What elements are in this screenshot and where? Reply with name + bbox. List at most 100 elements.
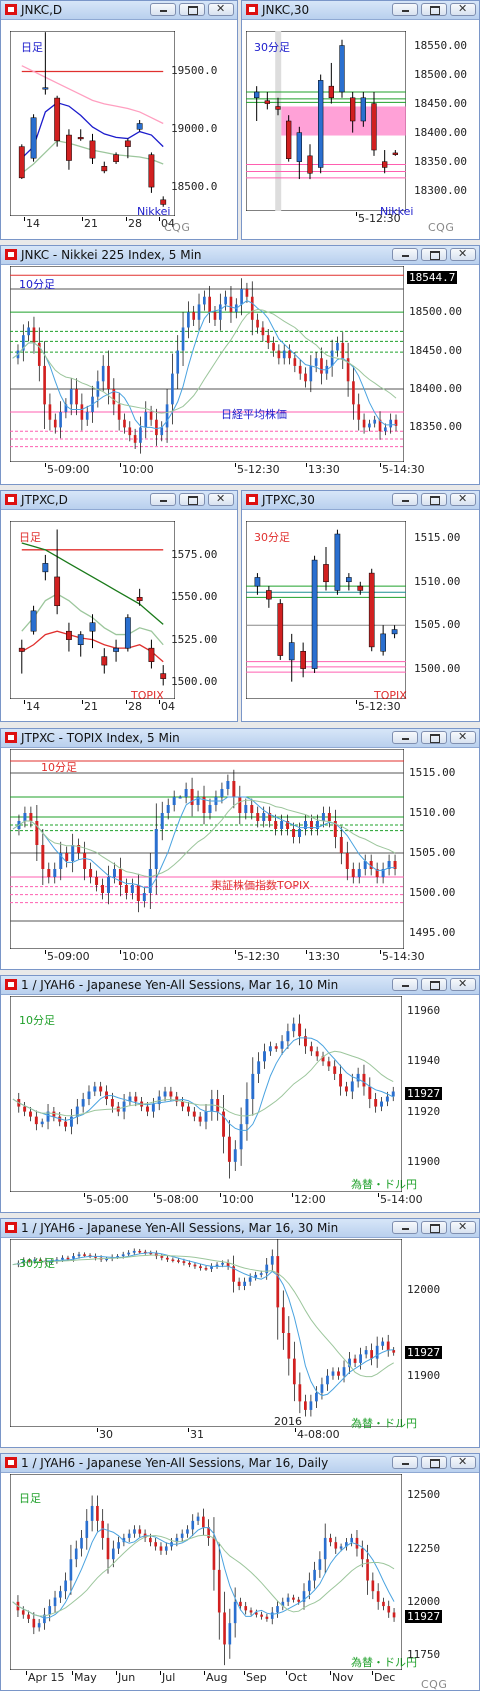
candle-body xyxy=(53,1597,57,1607)
x-tick-label: 04 xyxy=(161,700,175,713)
x-tick-label: 30 xyxy=(99,1428,113,1441)
candle-body xyxy=(128,1096,132,1102)
title-bar[interactable]: JTPXC,30 xyxy=(242,491,479,510)
candle-body xyxy=(46,1111,50,1122)
chart-window-jnkc-d[interactable]: JNKC,D 日足 Nikkei 19500.0 19000.0 18500.0 14 21 2… xyxy=(0,0,238,240)
y-tick-label: 18400.00 xyxy=(409,381,462,395)
chart-window-jyah6-d[interactable]: 1 / JYAH6 - Japanese Yen-All Sessions, M… xyxy=(0,1453,480,1691)
minimize-button[interactable] xyxy=(392,1221,418,1234)
close-button[interactable] xyxy=(450,492,476,506)
chart-window-jnkc-5[interactable]: JNKC - Nikkei 225 Index, 5 Min 10分足日経平均株価… xyxy=(0,245,480,485)
maximize-button[interactable] xyxy=(421,1221,447,1234)
close-button[interactable] xyxy=(208,492,234,506)
candle-body xyxy=(202,1516,205,1528)
candle-body xyxy=(378,419,382,432)
close-button[interactable] xyxy=(450,977,476,991)
candle-body xyxy=(89,869,93,877)
candle-body xyxy=(362,419,366,428)
plot-area[interactable] xyxy=(246,31,406,211)
chart-window-jtpxc-5[interactable]: JTPXC - TOPIX Index, 5 Min 10分足東証株価指数TOPI… xyxy=(0,728,480,970)
maximize-button[interactable] xyxy=(421,493,447,506)
close-button[interactable] xyxy=(208,2,234,16)
title-bar[interactable]: 1 / JYAH6 - Japanese Yen-All Sessions, M… xyxy=(1,976,479,995)
plot-area[interactable] xyxy=(10,266,404,462)
minimize-button[interactable] xyxy=(150,3,176,16)
instrument-name: 為替・ドル円 xyxy=(351,1656,417,1669)
maximize-button[interactable] xyxy=(421,1456,447,1469)
minimize-button[interactable] xyxy=(392,493,418,506)
candle-body xyxy=(199,1266,202,1269)
maximize-button[interactable] xyxy=(421,3,447,16)
title-bar[interactable]: 1 / JYAH6 - Japanese Yen-All Sessions, M… xyxy=(1,1219,479,1238)
x-tick xyxy=(372,1671,373,1675)
minimize-button[interactable] xyxy=(392,978,418,991)
x-tick xyxy=(154,1193,155,1197)
chart-window-jnkc-30[interactable]: JNKC,30 30分足 Nikkei 18550.00 18500.00 18450.0… xyxy=(241,0,480,240)
candle-body xyxy=(101,166,108,172)
candle-body xyxy=(27,327,30,336)
candle-body xyxy=(21,1610,25,1615)
plot-area[interactable] xyxy=(10,996,402,1192)
title-bar[interactable]: JTPXC - TOPIX Index, 5 Min xyxy=(1,729,479,748)
title-bar[interactable]: JTPXC,D xyxy=(1,491,237,510)
x-tick xyxy=(45,463,46,467)
close-button[interactable] xyxy=(450,730,476,744)
candle-body xyxy=(386,1341,390,1351)
session-shade xyxy=(275,31,282,211)
candle-body xyxy=(80,1537,83,1549)
close-button[interactable] xyxy=(450,247,476,261)
candle-body xyxy=(249,1610,253,1613)
minimize-button[interactable] xyxy=(392,731,418,744)
candle-body xyxy=(245,289,249,297)
x-tick-label: 31 xyxy=(190,1428,204,1441)
candle-body xyxy=(127,1533,131,1538)
chart-window-jyah6-30[interactable]: 1 / JYAH6 - Japanese Yen-All Sessions, M… xyxy=(0,1218,480,1448)
maximize-button[interactable] xyxy=(179,493,205,506)
plot-area[interactable] xyxy=(10,31,175,216)
title-bar[interactable]: JNKC,D xyxy=(1,1,237,20)
minimize-button[interactable] xyxy=(392,3,418,16)
title-bar[interactable]: JNKC - Nikkei 225 Index, 5 Min xyxy=(1,246,479,265)
minimize-button[interactable] xyxy=(392,248,418,261)
x-tick xyxy=(356,700,357,704)
window-title: JNKC,D xyxy=(21,3,63,17)
x-tick xyxy=(45,950,46,954)
x-tick-label: 13:30 xyxy=(308,950,340,963)
close-button[interactable] xyxy=(450,1220,476,1234)
candle-body xyxy=(263,1051,266,1062)
candle-body xyxy=(277,350,281,359)
candle-body xyxy=(314,358,318,366)
minimize-button[interactable] xyxy=(150,493,176,506)
timeframe-label: 日足 xyxy=(21,41,43,54)
title-bar[interactable]: JNKC,30 xyxy=(242,1,479,20)
chart-window-jyah6-10[interactable]: 1 / JYAH6 - Japanese Yen-All Sessions, M… xyxy=(0,975,480,1213)
candle-body xyxy=(96,1505,99,1521)
close-button[interactable] xyxy=(450,1455,476,1469)
plot-area[interactable] xyxy=(10,521,175,699)
candle-body xyxy=(144,412,148,428)
chart-svg xyxy=(10,1474,402,1670)
maximize-button[interactable] xyxy=(421,248,447,261)
instrument-name: Nikkei xyxy=(137,205,171,218)
candle-body xyxy=(350,97,356,122)
plot-area[interactable] xyxy=(10,1239,402,1427)
candle-body xyxy=(329,1537,332,1543)
minimize-button[interactable] xyxy=(392,1456,418,1469)
candle-body xyxy=(30,117,37,159)
x-tick xyxy=(126,217,127,221)
plot-area[interactable] xyxy=(10,749,404,949)
plot-area[interactable] xyxy=(10,1474,402,1670)
candle-body xyxy=(328,85,334,99)
maximize-button[interactable] xyxy=(421,978,447,991)
candle-body xyxy=(101,1520,105,1538)
maximize-button[interactable] xyxy=(179,3,205,16)
chart-window-jtpxc-30[interactable]: JTPXC,3030分足TOPIX1515.001510.001505.0015… xyxy=(241,490,480,722)
chart-window-jtpxc-d[interactable]: JTPXC,D 日足 TOPIX 1575.00 1550.00 1525.00 1500.… xyxy=(0,490,238,722)
title-bar[interactable]: 1 / JYAH6 - Japanese Yen-All Sessions, M… xyxy=(1,1454,479,1473)
close-button[interactable] xyxy=(450,2,476,16)
maximize-button[interactable] xyxy=(421,731,447,744)
candle-body xyxy=(292,1023,296,1032)
chart-svg xyxy=(10,521,175,699)
plot-area[interactable] xyxy=(246,521,406,699)
x-tick xyxy=(235,463,236,467)
